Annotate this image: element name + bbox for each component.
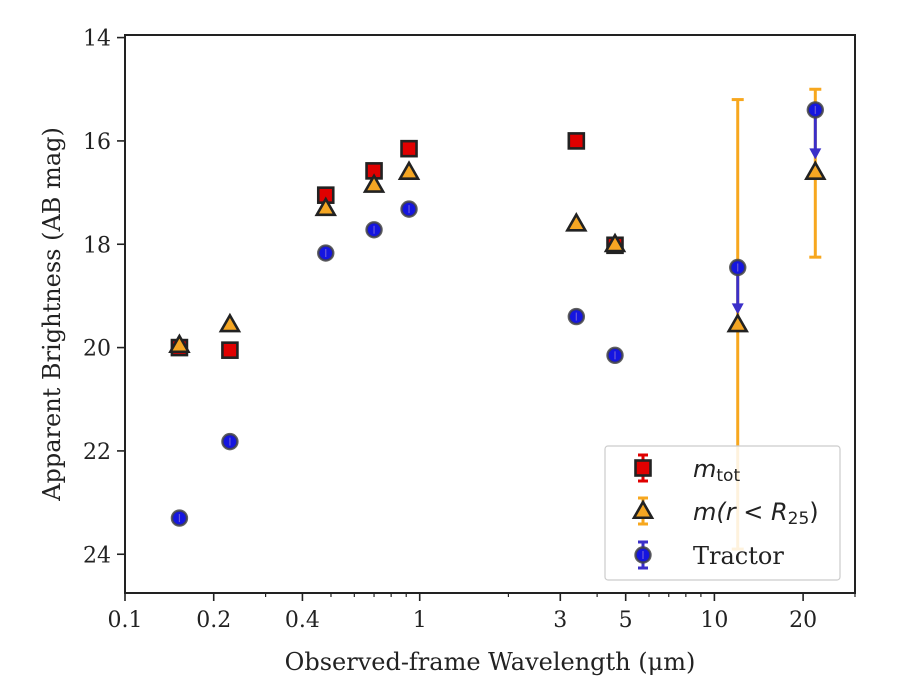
tractor-point xyxy=(317,244,335,262)
tractor-point xyxy=(606,346,624,365)
m-r25-point xyxy=(565,211,588,232)
m-r25-point xyxy=(362,173,386,193)
x-tick-label: 1 xyxy=(413,608,427,633)
legend-entry-tractor: Tractor xyxy=(634,540,784,570)
x-tick-label: 0.2 xyxy=(196,608,231,633)
x-tick-label: 10 xyxy=(700,608,728,633)
legend-tractor-marker xyxy=(634,546,652,564)
axis-ticks: 0.1 0.2 0.4 1 3 5 10 20 14 16 18 20 22 24 xyxy=(83,27,856,633)
m-tot-point xyxy=(221,341,239,359)
m-r25-point xyxy=(397,160,421,180)
y-tick-label: 22 xyxy=(83,440,111,465)
legend-r25-marker xyxy=(631,499,655,520)
axes-frame xyxy=(124,34,856,594)
m-r25-point xyxy=(218,312,242,333)
legend-m-tot-label: mtot xyxy=(693,455,740,486)
tractor-point xyxy=(365,221,383,239)
tractor-arrow-head xyxy=(731,303,744,315)
legend-box xyxy=(604,445,841,581)
x-axis-label: Observed-frame Wavelength (μm) xyxy=(285,648,696,676)
legend: mtot m(r < R25) Tractor xyxy=(604,445,841,581)
x-tick-label: 0.1 xyxy=(108,608,143,633)
tractor-point xyxy=(567,307,586,326)
tractor-point xyxy=(729,258,747,277)
y-tick-label: 14 xyxy=(83,27,111,52)
y-tick-label: 24 xyxy=(83,543,111,568)
m-tot-point xyxy=(400,139,418,158)
m-r25-point xyxy=(726,312,749,333)
m-r25-point xyxy=(603,232,627,253)
legend-r25-label: m(r < R25) xyxy=(693,498,819,529)
legend-entry-m-r25: m(r < R25) xyxy=(631,496,819,529)
m-tot-point xyxy=(567,132,586,150)
tractor-arrow-head xyxy=(809,148,822,160)
m-r25-point xyxy=(314,196,337,217)
legend-entry-m-tot: mtot xyxy=(634,453,740,486)
y-tick-label: 16 xyxy=(83,130,111,155)
y-tick-label: 20 xyxy=(83,337,111,362)
tractor-point xyxy=(806,101,825,119)
m-r25-point xyxy=(804,160,827,180)
m-r25-point xyxy=(168,333,191,354)
y-axis-label: Apparent Brightness (AB mag) xyxy=(38,127,66,502)
x-tick-label: 5 xyxy=(619,608,633,633)
y-tick-label: 18 xyxy=(83,233,111,258)
x-tick-label: 3 xyxy=(553,608,567,633)
legend-tractor-label: Tractor xyxy=(693,542,784,570)
x-tick-label: 0.4 xyxy=(285,608,320,633)
plot-area xyxy=(168,87,827,551)
tractor-point xyxy=(170,509,189,527)
legend-m-tot-marker xyxy=(634,459,652,477)
tractor-point xyxy=(221,432,239,451)
x-tick-label: 20 xyxy=(789,608,817,633)
tractor-point xyxy=(400,200,418,218)
